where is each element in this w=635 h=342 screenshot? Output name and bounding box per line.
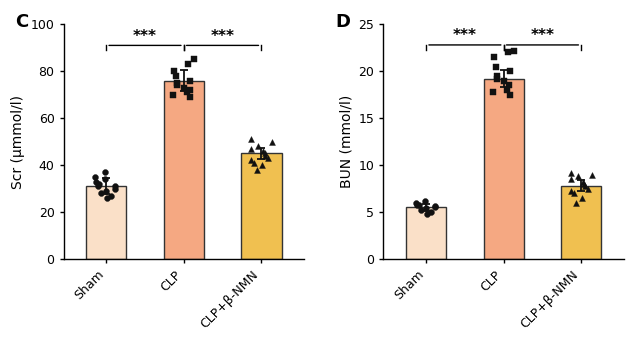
Point: [580, 183, 590, 188]
Point: [505, 68, 515, 74]
Point: [430, 205, 440, 210]
Point: [189, 57, 199, 62]
Point: [498, 78, 509, 83]
Point: [491, 64, 501, 69]
Point: [93, 184, 103, 189]
Point: [182, 90, 192, 95]
Point: [110, 184, 121, 189]
Point: [260, 153, 270, 158]
Point: [492, 76, 502, 81]
Point: [421, 206, 431, 211]
Text: ***: ***: [133, 28, 157, 43]
Point: [249, 160, 259, 166]
Point: [566, 189, 576, 194]
Point: [420, 198, 430, 203]
Point: [95, 181, 105, 187]
Point: [185, 78, 195, 83]
Point: [504, 82, 514, 88]
Point: [251, 167, 262, 173]
Point: [412, 203, 422, 208]
Point: [178, 85, 189, 90]
Bar: [86, 186, 126, 259]
Point: [171, 73, 181, 79]
Point: [102, 188, 112, 194]
Point: [172, 82, 182, 88]
Point: [411, 200, 421, 206]
Point: [258, 148, 268, 154]
Y-axis label: Scr (μmmol/l): Scr (μmmol/l): [11, 95, 25, 189]
Point: [185, 87, 195, 93]
Point: [579, 181, 589, 187]
Point: [505, 92, 515, 97]
Text: ***: ***: [530, 28, 554, 43]
Bar: [241, 153, 281, 259]
Point: [502, 87, 512, 93]
Point: [577, 195, 587, 201]
Text: ***: ***: [453, 28, 477, 43]
Point: [185, 94, 195, 100]
Text: ***: ***: [211, 28, 234, 43]
Point: [572, 200, 582, 206]
Point: [503, 50, 513, 55]
Point: [566, 170, 576, 175]
Point: [414, 202, 424, 207]
Point: [168, 92, 178, 97]
Point: [267, 139, 277, 144]
Point: [246, 158, 257, 163]
Point: [90, 174, 100, 180]
Point: [488, 89, 498, 95]
Bar: [406, 207, 446, 259]
Point: [491, 73, 502, 79]
Point: [426, 209, 436, 215]
Bar: [483, 79, 524, 259]
Point: [106, 193, 116, 198]
Point: [91, 179, 101, 184]
Point: [263, 155, 273, 161]
Point: [253, 144, 263, 149]
Text: C: C: [15, 13, 29, 30]
Point: [102, 195, 112, 201]
Text: D: D: [335, 13, 351, 30]
Point: [573, 174, 583, 179]
Point: [587, 172, 597, 177]
Bar: [164, 81, 204, 259]
Point: [246, 136, 256, 142]
Point: [583, 186, 593, 191]
Point: [100, 169, 110, 175]
Point: [569, 190, 579, 196]
Bar: [561, 186, 601, 259]
Point: [257, 162, 267, 168]
Point: [260, 150, 270, 156]
Point: [489, 54, 499, 60]
Point: [100, 176, 110, 182]
Y-axis label: BUN (mmol/l): BUN (mmol/l): [339, 95, 353, 188]
Point: [97, 190, 107, 196]
Point: [169, 68, 179, 74]
Point: [565, 176, 575, 182]
Point: [509, 48, 519, 53]
Point: [183, 62, 193, 67]
Point: [416, 208, 426, 213]
Point: [171, 80, 182, 86]
Point: [246, 146, 256, 152]
Point: [431, 204, 441, 209]
Point: [422, 211, 432, 217]
Point: [110, 186, 121, 191]
Point: [578, 179, 588, 185]
